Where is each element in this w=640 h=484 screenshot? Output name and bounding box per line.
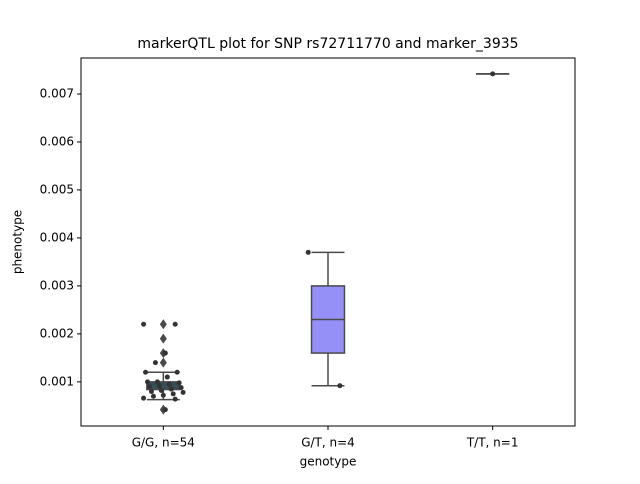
- point: [162, 407, 168, 413]
- point: [141, 395, 147, 401]
- point: [172, 321, 178, 327]
- point: [145, 379, 151, 385]
- x-tick-label: G/T, n=4: [301, 436, 355, 450]
- point: [152, 360, 158, 366]
- point: [164, 374, 170, 380]
- point: [154, 379, 160, 385]
- point: [490, 71, 496, 77]
- x-tick-label: T/T, n=1: [466, 436, 519, 450]
- point: [166, 381, 172, 387]
- y-tick-label: 0.002: [40, 326, 74, 340]
- y-tick-label: 0.006: [40, 134, 74, 148]
- y-axis-label: phenotype: [11, 210, 25, 274]
- y-tick-label: 0.007: [40, 86, 74, 100]
- point: [180, 389, 186, 395]
- y-tick-label: 0.001: [40, 374, 74, 388]
- point: [337, 383, 343, 389]
- point: [150, 393, 156, 399]
- y-tick-label: 0.003: [40, 278, 74, 292]
- point: [178, 385, 184, 391]
- x-axis-label: genotype: [300, 455, 357, 469]
- point: [162, 350, 168, 356]
- point: [148, 388, 154, 394]
- point: [160, 392, 166, 398]
- chart-title: markerQTL plot for SNP rs72711770 and ma…: [137, 36, 518, 52]
- point: [141, 321, 147, 327]
- point: [174, 369, 180, 375]
- flier: [159, 357, 167, 368]
- y-tick-label: 0.004: [40, 230, 74, 244]
- point: [168, 386, 174, 392]
- flier: [159, 319, 167, 330]
- point: [172, 396, 178, 402]
- point: [143, 369, 149, 375]
- point: [158, 387, 164, 393]
- point: [305, 249, 311, 255]
- point: [176, 380, 182, 386]
- y-tick-label: 0.005: [40, 182, 74, 196]
- point: [170, 391, 176, 397]
- point: [147, 384, 153, 390]
- flier: [159, 333, 167, 344]
- x-tick-label: G/G, n=54: [132, 436, 195, 450]
- point: [156, 383, 162, 389]
